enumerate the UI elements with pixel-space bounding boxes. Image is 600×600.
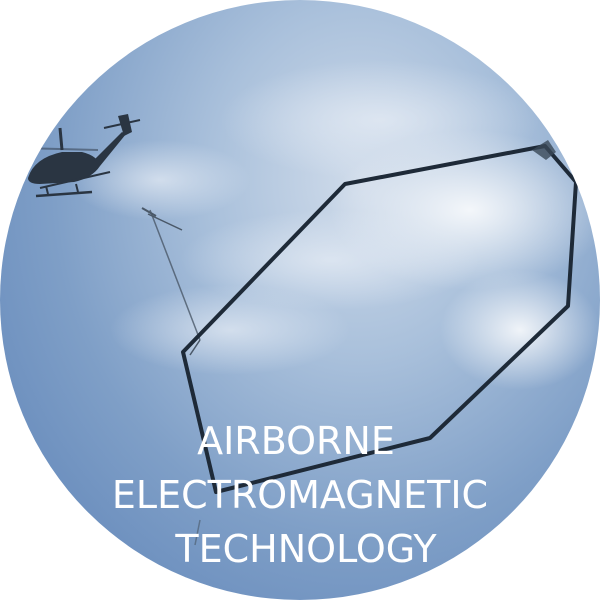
tow-cable [141,207,201,546]
caption-line-2: ELECTROMAGNETIC [111,473,489,517]
caption-line-1: AIRBORNE [197,419,395,463]
helicopter-icon [19,114,141,198]
hexagon-loop-icon [181,140,578,494]
caption-line-3: TECHNOLOGY [175,527,437,571]
clouds [70,60,600,390]
